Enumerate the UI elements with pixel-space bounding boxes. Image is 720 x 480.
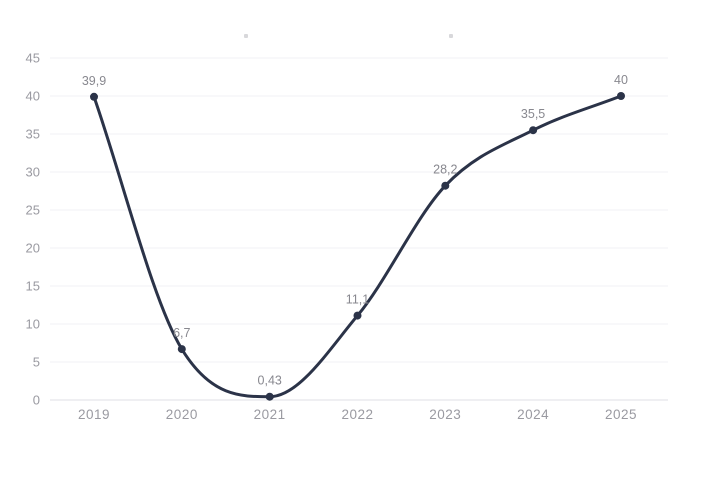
data-point-marker — [617, 92, 625, 100]
data-point-label: 6,7 — [173, 326, 190, 340]
data-point-label: 0,43 — [258, 374, 282, 388]
faint-title-artifact — [449, 34, 453, 38]
x-axis-tick-label: 2021 — [254, 407, 286, 422]
y-axis-tick-label: 35 — [26, 127, 40, 142]
data-point-marker — [265, 392, 274, 401]
faint-title-artifact — [244, 34, 248, 38]
series-line — [92, 94, 623, 399]
y-axis-tick-label: 40 — [26, 89, 40, 104]
x-axis-tick-label: 2020 — [166, 407, 198, 422]
y-axis-tick-label: 0 — [33, 393, 40, 408]
y-axis-tick-label: 30 — [26, 165, 40, 180]
y-axis-tick-label: 10 — [26, 317, 40, 332]
data-point-label: 11,1 — [346, 293, 369, 307]
y-axis-tick-label: 5 — [33, 355, 40, 370]
data-point-label: 39,9 — [82, 74, 106, 88]
y-axis-tick-label: 45 — [26, 51, 40, 66]
data-point-marker — [441, 181, 450, 190]
data-point-marker — [353, 311, 362, 320]
y-axis-tick-label: 20 — [26, 241, 40, 256]
x-axis-tick-label: 2025 — [605, 407, 637, 422]
data-point-label: 28,2 — [433, 163, 457, 177]
x-axis-tick-label: 2023 — [429, 407, 461, 422]
data-point-label: 40 — [614, 73, 628, 87]
data-point-marker — [90, 92, 98, 101]
x-axis-tick-label: 2022 — [341, 407, 373, 422]
y-axis-tick-label: 25 — [26, 203, 40, 218]
y-axis-tick-label: 15 — [26, 279, 40, 294]
data-point-marker — [529, 126, 538, 135]
data-point-marker — [177, 345, 186, 354]
x-axis-tick-label: 2024 — [517, 407, 549, 422]
data-point-label: 35,5 — [521, 107, 545, 121]
x-axis-tick-label: 2019 — [78, 407, 110, 422]
